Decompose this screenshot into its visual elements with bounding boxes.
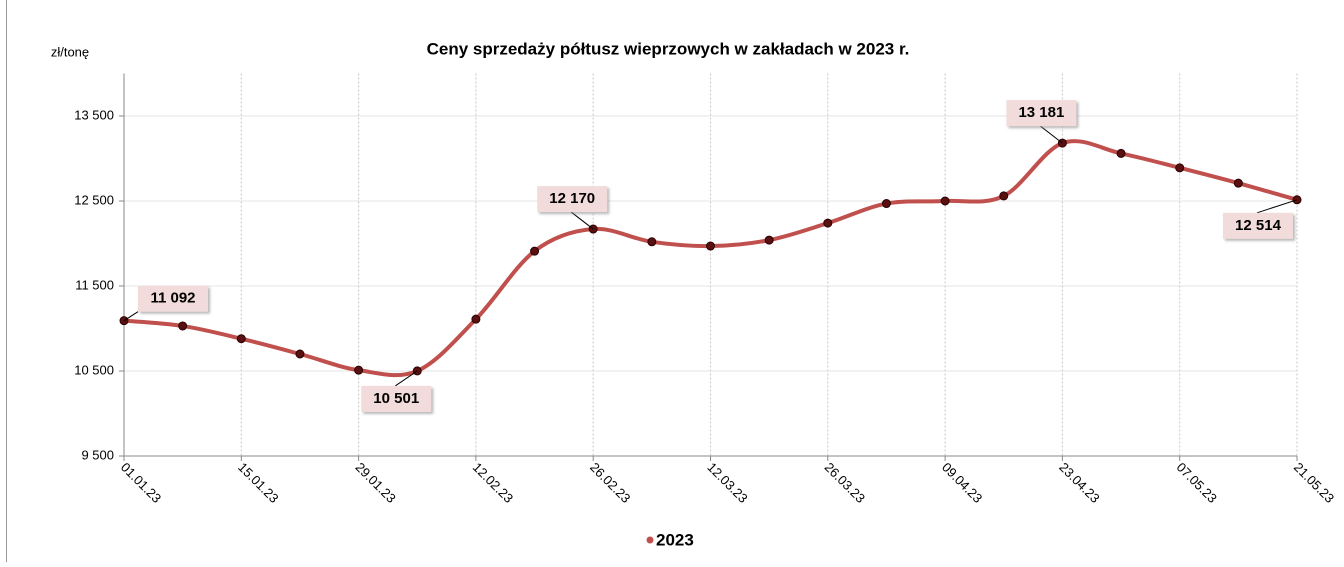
data-point [354, 365, 364, 375]
x-tick-label: 01.01.23 [118, 460, 164, 506]
data-point [647, 237, 657, 247]
data-point [999, 191, 1009, 201]
data-point [823, 218, 833, 228]
label-box [1223, 212, 1293, 239]
x-tick-label: 09.04.23 [939, 460, 985, 506]
x-tick-label: 12.02.23 [470, 460, 516, 506]
x-tick-label: 29.01.23 [352, 460, 398, 506]
data-point [940, 196, 950, 206]
data-point [1175, 163, 1185, 173]
label-box [537, 186, 608, 213]
data-label: 12 170 [549, 190, 595, 207]
label-box [138, 285, 208, 312]
leader-line [570, 211, 594, 230]
x-tick-label: 07.05.23 [1174, 460, 1220, 506]
y-tick-label: 10 500 [74, 362, 114, 377]
label-box [361, 385, 432, 412]
x-tick-label: 12.03.23 [704, 460, 750, 506]
data-point [764, 235, 774, 245]
x-tick-label: 26.03.23 [822, 460, 868, 506]
data-point [706, 241, 715, 251]
data-point [1233, 178, 1243, 188]
x-tick-label: 21.05.23 [1291, 460, 1337, 506]
data-point [881, 199, 891, 209]
y-tick-label: 11 500 [75, 277, 114, 292]
y-tick-label: 9 500 [81, 447, 114, 462]
x-tick-label: 15.01.23 [235, 460, 281, 506]
leader-line [1040, 125, 1063, 144]
data-label: 13 181 [1018, 104, 1064, 121]
data-point [1116, 148, 1126, 158]
x-tick-label: 26.02.23 [587, 460, 633, 506]
y-axis-label: zł/tonę [51, 44, 89, 59]
x-tick-label: 23.04.23 [1056, 460, 1102, 506]
data-point [471, 314, 481, 324]
leader-line [1256, 199, 1298, 214]
leader-line [123, 311, 139, 322]
leader-line [394, 370, 418, 387]
data-label: 11 092 [150, 290, 195, 307]
data-label: 12 514 [1235, 217, 1282, 234]
label-box [1006, 100, 1077, 127]
data-point [178, 321, 188, 331]
chart-title: Ceny sprzedaży półtusz wieprzowych w zak… [427, 39, 910, 58]
y-tick-label: 13 500 [74, 107, 114, 122]
data-point [295, 349, 305, 359]
legend-marker [646, 536, 654, 544]
data-label: 10 501 [373, 390, 419, 407]
data-point [530, 246, 540, 256]
data-point [236, 334, 246, 344]
legend-label: 2023 [656, 530, 694, 549]
y-tick-label: 12 500 [74, 192, 114, 207]
